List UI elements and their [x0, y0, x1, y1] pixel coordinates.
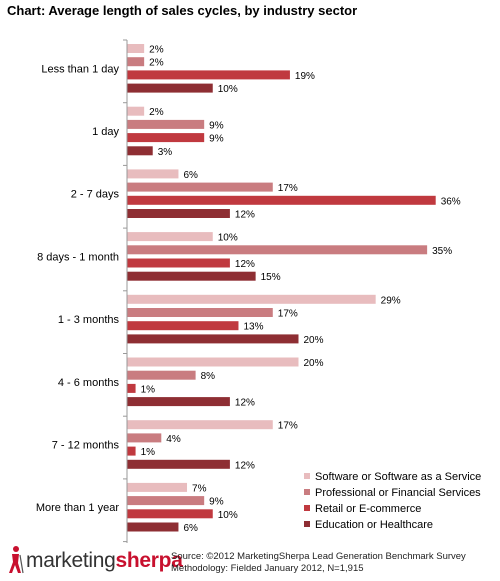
bar-2-7-days-series-1	[127, 169, 179, 179]
bar-7-12-months-series-2	[127, 433, 162, 443]
value-label-2-7-days-series-1: 6%	[183, 170, 198, 181]
bar-8-days-1-month-series-4	[127, 271, 256, 281]
value-label-less-than-1-day-series-1: 2%	[149, 45, 164, 56]
value-label-1-day-series-1: 2%	[149, 107, 164, 118]
legend-item-professional: Professional or Financial Services	[304, 485, 481, 501]
value-label-1-3-months-series-1: 29%	[381, 295, 401, 306]
value-label-7-12-months-series-1: 17%	[278, 421, 298, 432]
bars-layer	[127, 44, 436, 532]
legend-item-education: Education or Healthcare	[304, 517, 481, 533]
bar-7-12-months-series-1	[127, 420, 273, 430]
legend-label-professional: Professional or Financial Services	[315, 487, 481, 499]
value-label-more-than-1-year-series-3: 10%	[218, 510, 238, 521]
bar-2-7-days-series-4	[127, 209, 230, 218]
value-label-8-days-1-month-series-1: 10%	[218, 233, 238, 244]
bar-1-3-months-series-1	[127, 294, 376, 304]
bar-7-12-months-series-4	[127, 459, 230, 469]
value-label-7-12-months-series-4: 12%	[235, 460, 255, 471]
bar-chart: Less than 1 day 1 day 2 - 7 days 8 days - 1…	[36, 39, 461, 543]
value-label-8-days-1-month-series-3: 12%	[235, 259, 255, 270]
value-label-1-3-months-series-4: 20%	[304, 335, 324, 346]
value-label-4-6-months-series-3: 1%	[141, 384, 156, 395]
value-label-4-6-months-series-4: 12%	[235, 398, 255, 409]
value-label-7-12-months-series-3: 1%	[141, 447, 156, 458]
value-label-2-7-days-series-2: 17%	[278, 183, 298, 194]
legend-label-education: Education or Healthcare	[315, 519, 434, 531]
category-label-1-day: 1 day	[92, 126, 119, 138]
bar-8-days-1-month-series-2	[127, 245, 428, 255]
legend: Software or Software as a Service Profes…	[304, 469, 481, 533]
source-note: Source: ©2012 MarketingSherpa Lead Gener…	[171, 551, 466, 575]
bar-4-6-months-series-4	[127, 397, 230, 407]
logo-text-sherpa: sherpa	[115, 549, 183, 572]
y-axis-ticks	[123, 39, 127, 543]
logo-text-marketing: marketing	[26, 549, 116, 572]
category-label-8-days-1-month: 8 days - 1 month	[37, 251, 119, 263]
bar-8-days-1-month-series-3	[127, 258, 230, 268]
value-label-less-than-1-day-series-4: 10%	[218, 84, 238, 95]
value-label-2-7-days-series-3: 36%	[441, 196, 461, 207]
bar-1-day-series-2	[127, 119, 205, 129]
category-label-4-6-months: 4 - 6 months	[58, 377, 120, 389]
bar-4-6-months-series-3	[127, 383, 136, 393]
legend-item-software: Software or Software as a Service	[304, 469, 481, 485]
value-labels: 2% 2% 19% 10% 2% 9% 9% 3% 6% 17% 36% 12% 10% 35% 12% 15…	[141, 45, 461, 535]
value-label-1-day-series-2: 9%	[209, 120, 224, 131]
bar-1-day-series-3	[127, 133, 205, 143]
category-label-7-12-months: 7 - 12 months	[52, 440, 120, 452]
value-label-more-than-1-year-series-2: 9%	[209, 497, 224, 508]
value-label-1-3-months-series-2: 17%	[278, 309, 298, 320]
bar-2-7-days-series-2	[127, 182, 273, 192]
value-label-less-than-1-day-series-2: 2%	[149, 58, 164, 69]
bar-1-day-series-4	[127, 146, 153, 156]
legend-label-software: Software or Software as a Service	[315, 471, 482, 483]
bar-1-3-months-series-2	[127, 308, 273, 317]
bar-more-than-1-year-series-1	[127, 482, 188, 492]
chart-title: Chart: Average length of sales cycles, b…	[7, 3, 358, 18]
methodology-line: Methodology: Fielded January 2012, N=1,9…	[171, 563, 364, 574]
legend-item-retail: Retail or E-commerce	[304, 501, 481, 517]
bar-1-3-months-series-3	[127, 321, 239, 331]
value-label-more-than-1-year-series-4: 6%	[183, 523, 198, 534]
bar-8-days-1-month-series-1	[127, 232, 213, 242]
category-labels: Less than 1 day 1 day 2 - 7 days 8 days - 1…	[36, 63, 120, 514]
source-line: Source: ©2012 MarketingSherpa Lead Gener…	[171, 551, 466, 562]
legend-swatch-retail	[304, 505, 310, 511]
value-label-less-than-1-day-series-3: 19%	[295, 71, 315, 82]
category-label-2-7-days: 2 - 7 days	[71, 189, 120, 201]
value-label-1-day-series-4: 3%	[158, 147, 173, 158]
value-label-4-6-months-series-1: 20%	[304, 358, 324, 369]
legend-swatch-professional	[304, 489, 310, 495]
climber-icon	[9, 546, 24, 574]
bar-more-than-1-year-series-4	[127, 522, 179, 532]
legend-label-retail: Retail or E-commerce	[315, 503, 422, 515]
category-label-1-3-months: 1 - 3 months	[58, 314, 120, 326]
value-label-8-days-1-month-series-2: 35%	[432, 246, 452, 257]
legend-swatch-education	[304, 521, 310, 527]
bar-2-7-days-series-3	[127, 195, 436, 205]
value-label-8-days-1-month-series-4: 15%	[261, 272, 281, 283]
bar-1-3-months-series-4	[127, 334, 299, 344]
category-label-less-than-1-day: Less than 1 day	[41, 63, 119, 75]
bar-less-than-1-day-series-3	[127, 70, 290, 80]
value-label-1-3-months-series-3: 13%	[243, 322, 263, 333]
value-label-4-6-months-series-2: 8%	[201, 371, 216, 382]
bar-more-than-1-year-series-2	[127, 496, 205, 506]
category-label-more-than-1-year: More than 1 year	[36, 502, 119, 514]
logo-wordmark: marketingsherpa	[26, 549, 183, 573]
bar-less-than-1-day-series-2	[127, 57, 145, 67]
bar-7-12-months-series-3	[127, 446, 136, 456]
bar-more-than-1-year-series-3	[127, 509, 213, 519]
bar-1-day-series-1	[127, 106, 145, 116]
bar-4-6-months-series-1	[127, 357, 299, 367]
value-label-7-12-months-series-2: 4%	[166, 434, 181, 445]
value-label-2-7-days-series-4: 12%	[235, 210, 255, 221]
bar-less-than-1-day-series-1	[127, 44, 145, 53]
value-label-1-day-series-3: 9%	[209, 134, 224, 145]
bar-less-than-1-day-series-4	[127, 83, 213, 93]
value-label-more-than-1-year-series-1: 7%	[192, 483, 207, 494]
bar-4-6-months-series-2	[127, 370, 196, 380]
legend-swatch-software	[304, 473, 310, 479]
